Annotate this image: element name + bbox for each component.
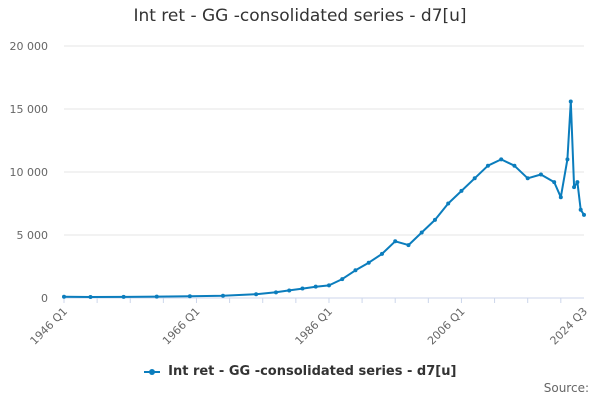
chart-title: Int ret - GG -consolidated series - d7[u… bbox=[133, 6, 467, 26]
data-point[interactable] bbox=[313, 284, 318, 289]
legend[interactable]: Int ret - GG -consolidated series - d7[u… bbox=[0, 364, 600, 379]
data-point[interactable] bbox=[353, 268, 358, 273]
data-point[interactable] bbox=[88, 294, 93, 299]
data-point[interactable] bbox=[154, 294, 159, 299]
x-tick-label: 1946 Q1 bbox=[28, 305, 71, 348]
data-point[interactable] bbox=[558, 195, 563, 200]
data-point[interactable] bbox=[220, 293, 225, 298]
data-point[interactable] bbox=[572, 185, 577, 190]
data-point[interactable] bbox=[459, 188, 464, 193]
data-point[interactable] bbox=[287, 288, 292, 293]
data-point[interactable] bbox=[578, 207, 583, 212]
data-point[interactable] bbox=[273, 290, 278, 295]
data-point[interactable] bbox=[568, 99, 573, 104]
data-point[interactable] bbox=[565, 157, 570, 162]
data-point[interactable] bbox=[525, 176, 530, 181]
data-point[interactable] bbox=[187, 294, 192, 299]
legend-label: Int ret - GG -consolidated series - d7[u… bbox=[168, 364, 457, 379]
grid-lines bbox=[64, 45, 584, 299]
data-point[interactable] bbox=[300, 286, 305, 291]
data-point[interactable] bbox=[582, 212, 586, 217]
data-point[interactable] bbox=[499, 157, 504, 162]
y-tick-label: 20 000 bbox=[10, 40, 49, 53]
data-point[interactable] bbox=[446, 201, 451, 206]
data-point[interactable] bbox=[393, 239, 398, 244]
data-point[interactable] bbox=[379, 251, 384, 256]
data-point[interactable] bbox=[366, 260, 371, 265]
y-tick-label: 5 000 bbox=[17, 229, 49, 242]
data-point[interactable] bbox=[254, 292, 259, 297]
legend-swatch bbox=[143, 367, 160, 377]
y-tick-label: 15 000 bbox=[10, 103, 49, 116]
data-point[interactable] bbox=[512, 163, 517, 168]
source-label: Source: bbox=[543, 381, 589, 395]
y-tick-label: 0 bbox=[41, 292, 48, 305]
series-layer bbox=[62, 99, 586, 299]
data-point[interactable] bbox=[62, 294, 66, 299]
data-point[interactable] bbox=[432, 217, 437, 222]
x-tick-label: 2006 Q1 bbox=[425, 305, 468, 348]
y-axis-ticks: 0 5 000 10 000 15 000 20 000 bbox=[10, 40, 49, 305]
data-point[interactable] bbox=[538, 172, 543, 177]
data-point[interactable] bbox=[472, 176, 477, 181]
y-tick-label: 10 000 bbox=[10, 166, 49, 179]
data-point[interactable] bbox=[419, 230, 424, 235]
x-axis: 1946 Q1 1966 Q1 1986 Q1 2006 Q1 2024 Q3 bbox=[28, 297, 591, 348]
series-line bbox=[63, 100, 585, 298]
data-point[interactable] bbox=[406, 243, 411, 248]
x-tick-label: 2024 Q3 bbox=[548, 305, 591, 348]
data-point[interactable] bbox=[485, 163, 490, 168]
data-point[interactable] bbox=[552, 180, 557, 185]
data-point[interactable] bbox=[121, 294, 126, 299]
x-tick-label: 1966 Q1 bbox=[160, 305, 203, 348]
data-point[interactable] bbox=[575, 180, 580, 185]
data-point[interactable] bbox=[326, 283, 331, 288]
x-tick-label: 1986 Q1 bbox=[293, 305, 336, 348]
data-point[interactable] bbox=[340, 277, 345, 282]
